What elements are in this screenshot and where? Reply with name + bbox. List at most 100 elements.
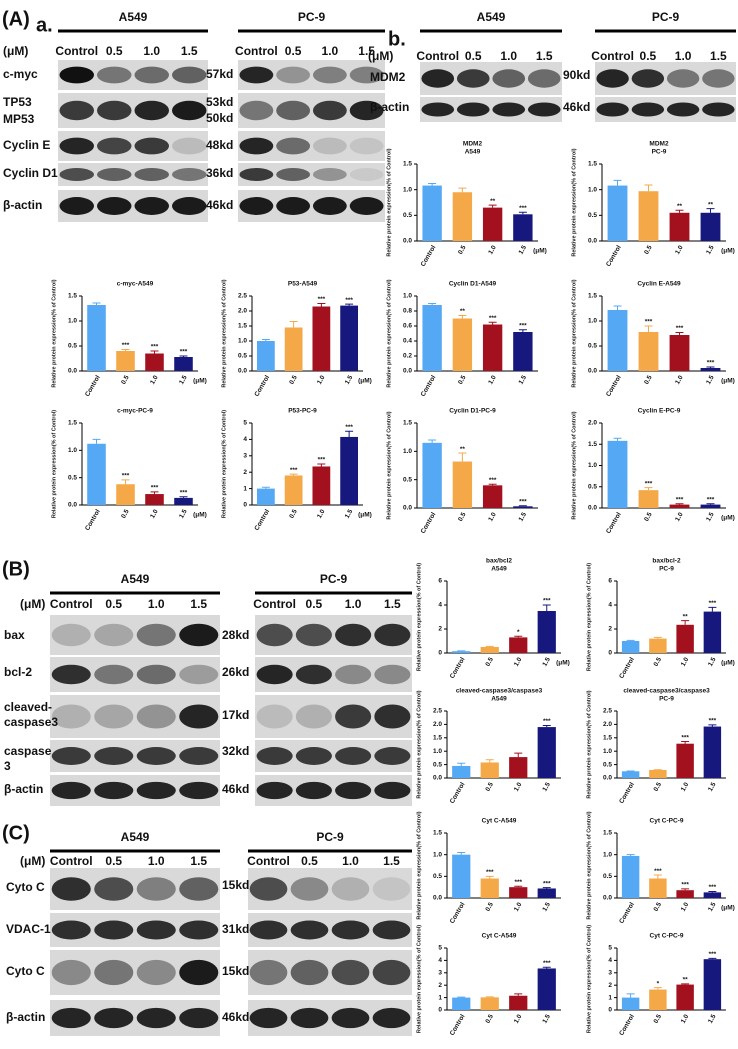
bar <box>340 437 358 505</box>
bar <box>676 985 693 1010</box>
x-tick-label: Control <box>84 374 102 398</box>
y-tick-label: 1 <box>243 485 247 492</box>
x-tick-label: Control <box>449 901 467 925</box>
chart-title: MDM2 <box>649 141 669 148</box>
lane-label: 0.5 <box>105 597 122 611</box>
lane-label: 0.5 <box>105 854 122 868</box>
y-tick-label: 0.0 <box>588 368 597 375</box>
y-tick-label: 1 <box>438 994 442 1001</box>
bar <box>639 490 659 508</box>
error-bar <box>489 484 497 485</box>
x-tick-label: 0.5 <box>653 781 664 793</box>
chart-title: PC-9 <box>659 696 674 703</box>
error-bar <box>519 330 527 332</box>
y-tick-label: 3 <box>243 453 247 460</box>
blot-band <box>373 877 411 901</box>
significance-label: *** <box>543 880 551 887</box>
significance-label: * <box>517 629 520 636</box>
y-tick-label: 0.0 <box>603 895 612 902</box>
significance-label: *** <box>645 319 653 326</box>
error-bar <box>654 875 662 878</box>
y-tick-label: 3 <box>608 970 612 977</box>
unit-label: (μM) <box>358 512 372 519</box>
error-bar <box>122 480 130 484</box>
row-label: VDAC-1 <box>6 922 51 936</box>
unit-label: (μM) <box>721 515 735 522</box>
significance-label: ** <box>683 977 689 984</box>
error-bar <box>676 333 684 336</box>
lane-label: 1.0 <box>345 597 362 611</box>
blot-band <box>335 747 371 765</box>
y-tick-label: 1.0 <box>68 447 77 454</box>
x-tick-label: 0.5 <box>120 508 131 520</box>
chart-title: Cyclin D1-PC-9 <box>449 408 496 415</box>
y-tick-label: 1.0 <box>433 748 442 755</box>
blot-band <box>94 665 133 685</box>
bar <box>145 354 164 372</box>
x-tick-label: Control <box>618 901 636 925</box>
significance-label: ** <box>683 613 689 620</box>
y-tick-label: 2 <box>438 626 442 633</box>
error-bar <box>708 958 716 959</box>
blot-band <box>239 197 273 215</box>
error-bar <box>458 316 466 319</box>
x-tick-label: 1.0 <box>680 901 691 913</box>
x-tick-label: 1.5 <box>707 656 718 668</box>
error-bar <box>290 474 298 475</box>
y-tick-label: 6 <box>608 578 612 585</box>
blot-band <box>702 69 734 87</box>
error-bar <box>180 356 188 357</box>
size-label: 46kd <box>222 782 249 796</box>
y-tick-label: 2.0 <box>433 721 442 728</box>
x-tick-label: 1.5 <box>344 508 355 520</box>
bar <box>483 485 502 508</box>
bar <box>312 307 330 372</box>
error-bar <box>486 876 494 878</box>
blot-band <box>97 197 132 215</box>
error-bar <box>614 180 622 185</box>
y-tick-label: 5 <box>243 420 247 427</box>
bar <box>704 727 721 778</box>
significance-label: *** <box>486 869 494 876</box>
y-tick-label: 4 <box>438 957 442 964</box>
y-tick-label: 2 <box>608 626 612 633</box>
blot-band <box>350 138 384 155</box>
x-tick-label: 1.0 <box>316 374 327 386</box>
error-bar <box>681 889 689 890</box>
error-bar <box>180 497 188 498</box>
y-tick-label: 0.5 <box>403 212 412 219</box>
y-axis-label: Relative protein expression(% of Control… <box>571 148 577 256</box>
blot-band <box>137 782 176 799</box>
row-label: Cyto C <box>6 964 45 978</box>
chart-title: c-myc-PC-9 <box>117 408 153 415</box>
x-tick-label: 1.5 <box>707 1013 718 1025</box>
y-tick-label: 2.5 <box>603 708 612 715</box>
blot-band <box>276 138 310 155</box>
y-tick-label: 1.5 <box>403 420 412 427</box>
y-tick-label: 0.6 <box>403 323 412 330</box>
chart-title: cleaved-caspase3/caspase3 <box>623 688 710 695</box>
error-bar <box>458 453 466 462</box>
x-tick-label: Control <box>605 511 623 535</box>
x-tick-label: 1.0 <box>680 656 691 668</box>
blot-band <box>179 877 218 901</box>
unit-label: (μM) <box>721 905 735 912</box>
y-tick-label: 0 <box>438 1007 442 1014</box>
significance-label: *** <box>514 879 522 886</box>
blot-band <box>335 624 371 646</box>
bar <box>340 306 358 371</box>
y-tick-label: 1.0 <box>588 318 597 325</box>
error-bar <box>514 886 522 887</box>
x-tick-label: 0.5 <box>288 508 299 520</box>
y-tick-label: 0 <box>438 650 442 657</box>
significance-label: *** <box>151 344 159 351</box>
blot-band <box>296 782 332 799</box>
y-tick-label: 1.0 <box>403 186 412 193</box>
x-tick-label: 1.0 <box>487 244 498 256</box>
bar <box>452 766 470 778</box>
blot-band <box>172 138 207 155</box>
chart-title: P53-PC-9 <box>288 408 317 415</box>
lane-label: 0.5 <box>640 49 657 63</box>
y-axis-label: Relative protein expression(% of Control… <box>51 279 57 387</box>
bar <box>285 328 303 372</box>
